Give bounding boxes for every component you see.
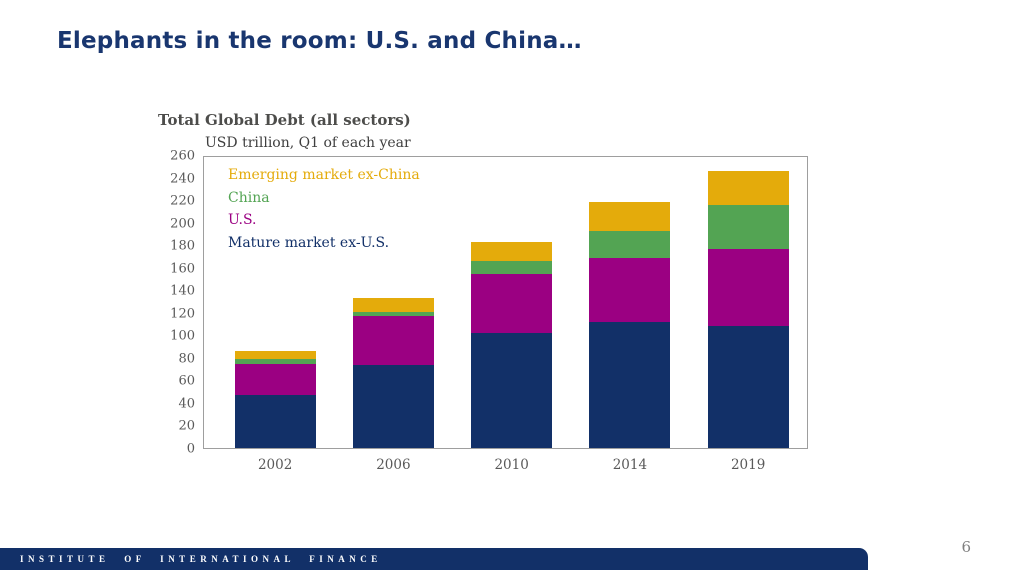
bar-2002	[234, 351, 316, 448]
slide-title: Elephants in the room: U.S. and China…	[57, 28, 582, 54]
bar-segment-emerging-market-ex-china	[352, 298, 434, 312]
chart-title: Total Global Debt (all sectors)	[158, 111, 411, 129]
bar-segment-china	[471, 260, 553, 275]
chart-legend: Emerging market ex-China China U.S. Mature …	[228, 164, 420, 254]
footer-bar: INSTITUTE OF INTERNATIONAL FINANCE	[0, 548, 868, 570]
y-tick-label: 100	[170, 328, 195, 344]
x-axis: 2002 2006 2010 2014 2019	[203, 449, 808, 475]
x-tick-label: 2002	[257, 457, 293, 473]
bar-2010	[471, 241, 553, 448]
total-global-debt-chart: Total Global Debt (all sectors) USD tril…	[158, 110, 808, 475]
plot-wrap: 0 20 40 60 80 100 120 140 160 180 200 220 240 260 Eme…	[170, 149, 808, 457]
bar-segment-mature-market-ex-u-s-	[234, 395, 316, 448]
bar-segment-u-s-	[352, 316, 434, 365]
x-tick-label: 2019	[730, 457, 766, 473]
bar-segment-u-s-	[234, 363, 316, 396]
bar-segment-u-s-	[471, 274, 553, 334]
bar-segment-emerging-market-ex-china	[234, 351, 316, 359]
legend-item-emerging-market-ex-china: Emerging market ex-China	[228, 167, 420, 183]
page-number: 6	[961, 538, 971, 556]
bar-segment-mature-market-ex-u-s-	[589, 321, 671, 448]
y-tick-label: 120	[170, 306, 195, 322]
y-tick-label: 180	[170, 238, 195, 254]
bar-segment-china	[352, 311, 434, 317]
legend-item-mature-market-ex-u-s-: Mature market ex-U.S.	[228, 234, 390, 251]
y-tick-label: 240	[170, 171, 195, 187]
y-tick-label: 160	[170, 261, 195, 277]
bar-segment-u-s-	[707, 248, 789, 327]
bar-segment-mature-market-ex-u-s-	[707, 326, 789, 448]
bar-segment-china	[707, 204, 789, 249]
y-tick-label: 200	[170, 216, 195, 232]
legend-item-china: China	[228, 189, 270, 206]
y-tick-label: 260	[170, 148, 195, 164]
bar-segment-emerging-market-ex-china	[707, 170, 789, 205]
bar-2014	[589, 202, 671, 448]
y-tick-label: 220	[170, 193, 195, 209]
bar-segment-china	[234, 359, 316, 364]
x-tick-label: 2014	[612, 457, 648, 473]
bar-segment-emerging-market-ex-china	[589, 202, 671, 231]
bar-segment-china	[589, 230, 671, 258]
chart-subtitle: USD trillion, Q1 of each year	[205, 135, 411, 151]
y-tick-label: 80	[178, 351, 195, 367]
footer-brand: INSTITUTE OF INTERNATIONAL FINANCE	[20, 554, 382, 564]
bar-segment-u-s-	[589, 257, 671, 322]
bar-2019	[707, 170, 789, 448]
y-tick-label: 0	[186, 441, 195, 457]
y-tick-label: 20	[178, 418, 195, 434]
legend-item-u-s-: U.S.	[228, 212, 257, 228]
x-tick-label: 2006	[376, 457, 411, 473]
bar-2006	[352, 298, 434, 448]
y-tick-label: 40	[178, 396, 195, 412]
bar-segment-mature-market-ex-u-s-	[352, 364, 434, 448]
y-tick-label: 60	[178, 373, 195, 389]
bar-segment-emerging-market-ex-china	[471, 241, 553, 261]
bar-segment-mature-market-ex-u-s-	[471, 333, 553, 448]
y-tick-label: 140	[170, 283, 195, 299]
x-tick-label: 2010	[494, 457, 529, 473]
